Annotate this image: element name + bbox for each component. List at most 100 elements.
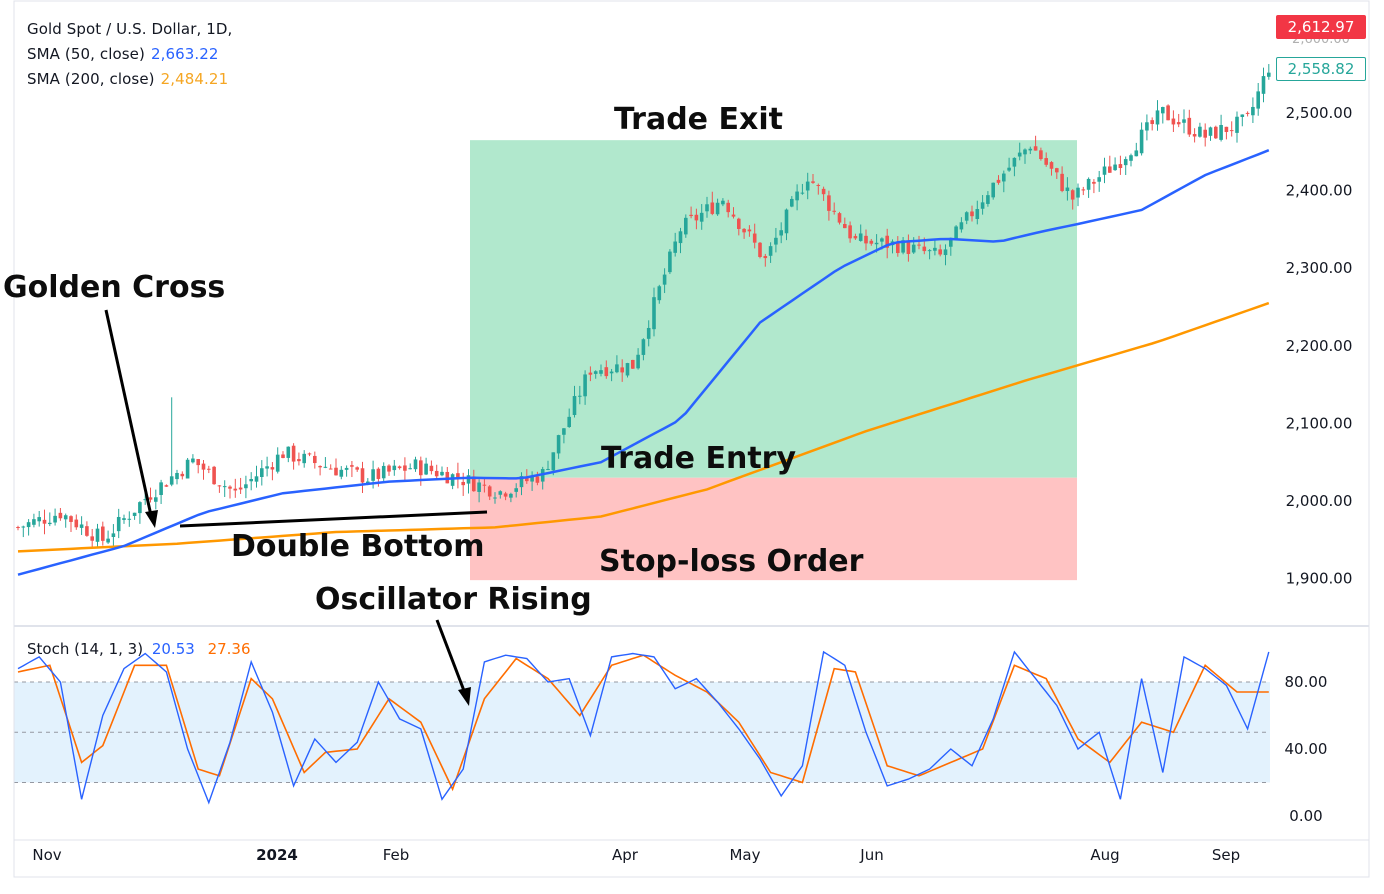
candle-body <box>938 249 942 255</box>
candle <box>641 338 646 361</box>
time-tick-label: 2024 <box>256 846 298 864</box>
candle-body <box>74 519 79 528</box>
candle-body <box>768 246 773 256</box>
candle <box>381 462 386 482</box>
candle-body <box>127 518 132 520</box>
candle-body <box>1028 148 1033 151</box>
candle <box>434 464 439 479</box>
candle <box>424 457 428 476</box>
candle <box>16 525 20 531</box>
candle-body <box>1012 157 1017 167</box>
candle-body <box>1256 91 1260 109</box>
candle <box>848 221 852 243</box>
candle <box>784 208 789 241</box>
candle <box>519 472 524 496</box>
candle <box>694 208 699 230</box>
candle <box>562 428 566 444</box>
candle <box>991 182 995 200</box>
candle <box>1049 161 1054 176</box>
candle <box>583 370 587 405</box>
candle-body <box>376 468 381 479</box>
candle-body <box>970 211 974 217</box>
candle <box>768 242 773 263</box>
candle <box>615 355 619 374</box>
candle-body <box>1023 149 1027 155</box>
candle-body <box>816 185 821 187</box>
candle <box>949 237 953 256</box>
candle <box>742 228 746 239</box>
stoch-legend: Stoch (14, 1, 3) 20.53 27.36 <box>27 640 251 658</box>
candle <box>344 465 349 477</box>
candle <box>307 452 312 457</box>
candle <box>42 509 47 535</box>
candle <box>970 205 974 222</box>
candle-body <box>1224 126 1229 133</box>
candle <box>864 229 868 251</box>
candle <box>1171 110 1176 133</box>
candle-body <box>1065 187 1070 192</box>
candle <box>397 465 402 470</box>
candle-body <box>238 487 243 490</box>
candle <box>302 450 306 468</box>
candle-body <box>837 213 842 223</box>
candle-body <box>79 524 84 528</box>
candle-body <box>413 459 418 470</box>
candle <box>1065 177 1070 201</box>
candle-body <box>975 209 980 219</box>
candle-body <box>1261 76 1266 94</box>
candle-body <box>843 224 847 229</box>
candle-body <box>101 526 105 541</box>
candle-body <box>795 191 799 201</box>
candle-body <box>800 192 805 194</box>
candle <box>79 516 84 535</box>
candle <box>853 233 858 240</box>
candle-body <box>281 454 285 459</box>
candle <box>721 198 725 207</box>
candle <box>440 466 444 477</box>
candle-body <box>790 198 794 207</box>
candle-body <box>260 468 264 477</box>
candle-body <box>731 214 736 217</box>
candle-body <box>678 231 683 244</box>
candle-body <box>16 527 20 529</box>
candle-body <box>21 526 26 528</box>
candle-body <box>641 339 646 355</box>
symbol-title: Gold Spot / U.S. Dollar, 1D, <box>27 20 232 38</box>
candle-body <box>360 468 365 483</box>
candle-body <box>567 416 571 428</box>
candle-body <box>116 516 121 532</box>
candle-body <box>911 244 916 253</box>
candle <box>291 443 296 470</box>
candle-body <box>42 519 47 524</box>
candle-body <box>164 485 169 487</box>
candle <box>684 214 688 238</box>
candle-body <box>1081 189 1086 191</box>
candle <box>1229 121 1234 137</box>
candle-body <box>493 497 497 499</box>
candle <box>514 483 518 498</box>
candle-body <box>111 533 116 537</box>
candle <box>403 457 407 481</box>
candle-body <box>1267 72 1271 77</box>
candle <box>1113 157 1117 171</box>
candle-body <box>397 466 402 469</box>
candle <box>673 232 677 257</box>
candle <box>1012 157 1017 177</box>
candle-body <box>959 222 964 230</box>
candle <box>63 513 68 528</box>
candle <box>1208 126 1213 141</box>
candle <box>980 195 985 215</box>
candle <box>604 360 609 379</box>
candle <box>752 223 757 249</box>
candle-body <box>1007 167 1011 171</box>
candle-body <box>1155 110 1160 125</box>
candle-body <box>954 226 958 240</box>
candle <box>323 457 328 469</box>
candle <box>906 234 911 262</box>
price-tick-label: 2,000.00 <box>1286 492 1353 510</box>
sma200-label: SMA (200, close) <box>27 70 155 88</box>
candle <box>450 473 455 490</box>
candle <box>387 464 391 476</box>
candle-body <box>53 515 57 523</box>
